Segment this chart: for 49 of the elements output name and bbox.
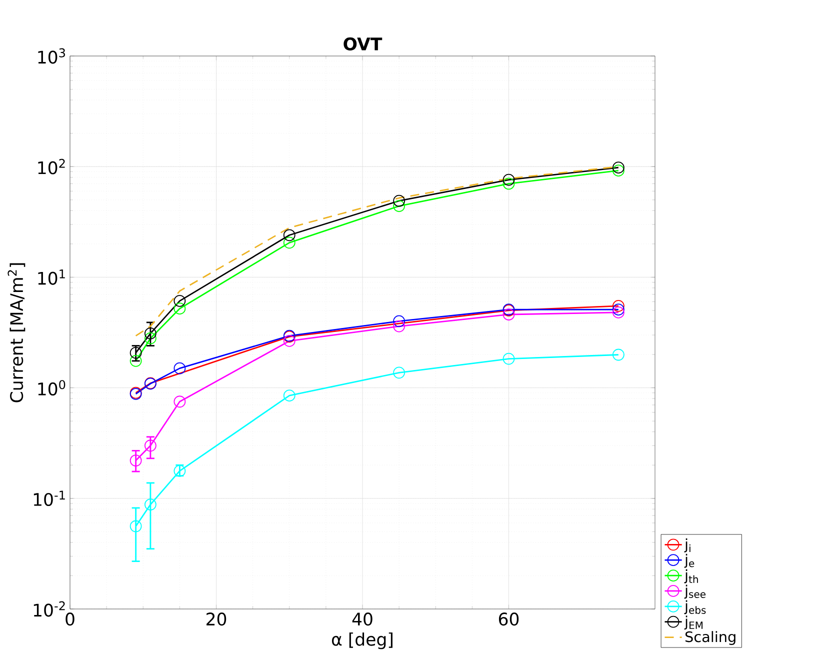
point <box>612 306 624 318</box>
point <box>612 300 624 312</box>
legend-label: j$_{see}$ <box>684 584 706 599</box>
point <box>393 366 406 379</box>
y-tick-label: 10$^{-2}$ <box>34 601 65 617</box>
point <box>612 164 624 177</box>
legend-label: j$_{e}$ <box>684 554 694 568</box>
legend-label: Scaling <box>685 631 736 645</box>
y-tick-label: 10$^{3}$ <box>38 48 66 64</box>
y-tick-label: 10$^{0}$ <box>38 380 66 396</box>
point <box>283 335 296 347</box>
point <box>174 294 186 307</box>
point <box>130 454 142 466</box>
point <box>612 348 624 361</box>
point <box>612 304 624 316</box>
point <box>144 328 156 340</box>
legend-label: j$_{i}$ <box>684 538 690 552</box>
point <box>283 390 296 402</box>
point <box>174 302 186 315</box>
x-tick-label: 40 <box>352 612 372 626</box>
x-tick-label: 0 <box>66 612 74 626</box>
point <box>393 315 406 328</box>
y-tick-label: 10$^{-1}$ <box>34 490 65 506</box>
point <box>612 162 624 174</box>
x-tick-label: 20 <box>206 612 226 626</box>
point <box>502 178 515 190</box>
point <box>144 440 156 452</box>
point <box>502 352 515 365</box>
legend-label: j$_{EM}$ <box>684 616 702 630</box>
point <box>174 396 186 408</box>
point <box>283 236 296 249</box>
point <box>502 308 515 320</box>
point <box>130 520 142 532</box>
y-tick-label: 10$^{1}$ <box>38 270 65 285</box>
point <box>393 320 406 332</box>
x-axis-title: α [deg] <box>332 632 392 650</box>
point <box>393 194 406 207</box>
point <box>393 200 406 212</box>
legend-label: j$_{ebs}$ <box>684 600 706 614</box>
point <box>502 174 515 186</box>
y-axis-title: Current [MA/m$^{2}$] <box>8 263 26 402</box>
point <box>283 229 296 242</box>
line-series <box>135 166 620 337</box>
x-tick-label: 60 <box>498 612 519 626</box>
point <box>144 498 156 510</box>
point <box>174 362 186 374</box>
legend-label: j$_{th}$ <box>684 569 698 584</box>
y-tick-label: 10$^{2}$ <box>38 158 65 174</box>
chart-title: OVT <box>344 37 382 50</box>
